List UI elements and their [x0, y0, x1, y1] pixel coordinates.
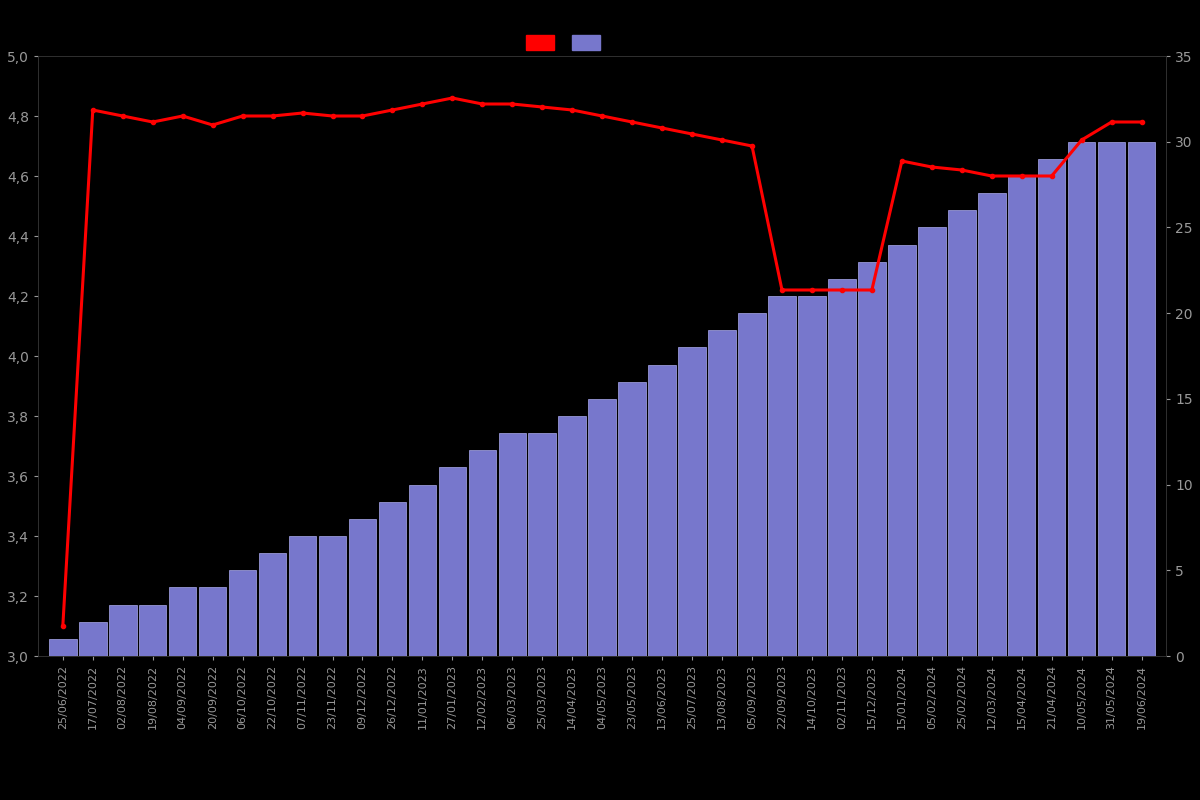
Bar [768, 296, 796, 656]
Bar [109, 605, 137, 656]
Bar [708, 330, 736, 656]
Bar [648, 365, 676, 656]
Bar [169, 587, 197, 656]
Bar [259, 553, 287, 656]
Bar [79, 622, 107, 656]
Bar [1008, 176, 1036, 656]
Bar [139, 605, 167, 656]
Bar [588, 399, 616, 656]
Bar [798, 296, 826, 656]
Bar [349, 519, 377, 656]
Bar [1068, 142, 1096, 656]
Bar [289, 536, 317, 656]
Legend: , : , [521, 30, 617, 56]
Bar [379, 502, 407, 656]
Bar [199, 587, 227, 656]
Bar [828, 279, 856, 656]
Bar [978, 193, 1006, 656]
Bar [1038, 159, 1066, 656]
Bar [618, 382, 646, 656]
Bar [558, 416, 586, 656]
Bar [468, 450, 496, 656]
Bar [319, 536, 347, 656]
Bar [528, 433, 556, 656]
Bar [918, 227, 946, 656]
Bar [409, 485, 436, 656]
Bar [1098, 142, 1126, 656]
Bar [438, 467, 466, 656]
Bar [888, 245, 916, 656]
Bar [948, 210, 976, 656]
Bar [498, 433, 526, 656]
Bar [738, 313, 766, 656]
Bar [858, 262, 886, 656]
Bar [1128, 142, 1156, 656]
Bar [49, 639, 77, 656]
Bar [678, 347, 706, 656]
Bar [229, 570, 257, 656]
